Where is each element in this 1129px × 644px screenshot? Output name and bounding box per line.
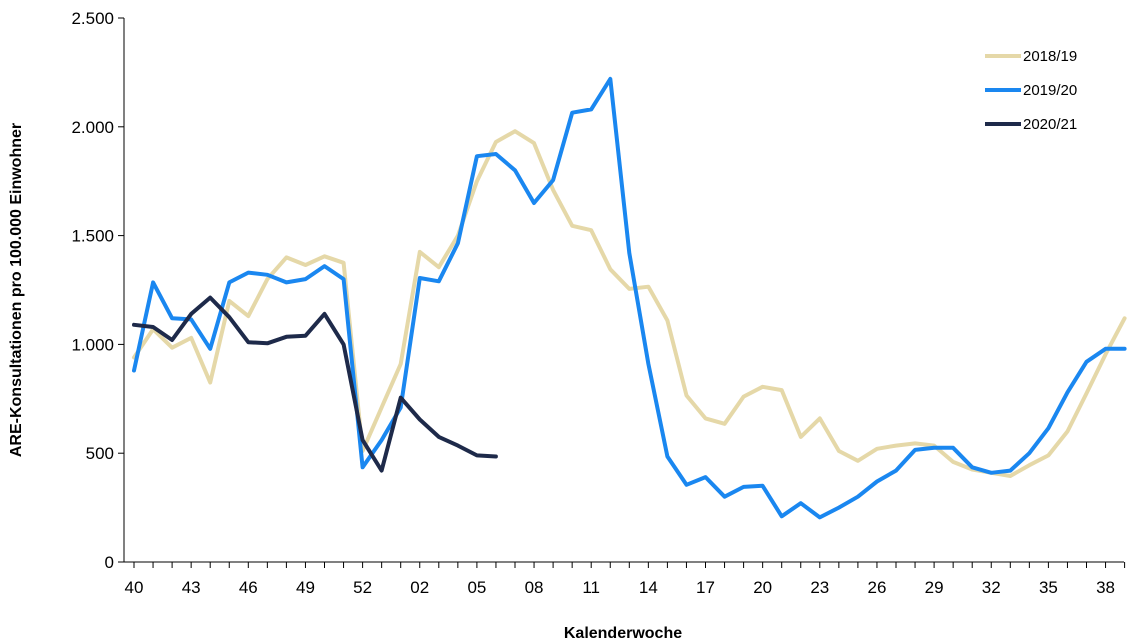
x-tick-label: 46 (239, 578, 258, 597)
y-tick-label: 2.000 (71, 118, 114, 137)
y-tick-label: 1.500 (71, 227, 114, 246)
x-tick-label: 14 (639, 578, 658, 597)
x-tick-label: 32 (982, 578, 1001, 597)
x-tick-label: 02 (410, 578, 429, 597)
legend-label: 2020/21 (1023, 116, 1077, 133)
axes: 0 500 1.000 1.500 2.000 2.500 40 43 46 49 52 02 05 08… (71, 9, 1126, 597)
x-tick-label: 35 (1039, 578, 1058, 597)
x-tick-label: 11 (582, 578, 600, 597)
y-tick-label: 0 (105, 553, 114, 572)
x-tick-label: 43 (182, 578, 201, 597)
x-tick-label: 49 (296, 578, 315, 597)
series-line-2018-19 (132, 129, 1127, 478)
series-line-2019-20 (132, 76, 1127, 520)
series-layer (132, 76, 1127, 520)
y-tick-label: 2.500 (71, 9, 114, 28)
x-tick-label: 23 (810, 578, 829, 597)
y-tick-label: 1.000 (71, 335, 114, 354)
x-tick-label: 40 (125, 578, 144, 597)
legend-label: 2019/20 (1023, 82, 1077, 99)
x-tick-label: 08 (525, 578, 544, 597)
x-tick-label: 29 (925, 578, 944, 597)
x-tick-label: 38 (1096, 578, 1115, 597)
x-tick-label: 26 (867, 578, 886, 597)
legend-label: 2018/19 (1023, 48, 1077, 65)
x-tick-label: 52 (353, 578, 372, 597)
y-tick-label: 500 (86, 444, 114, 463)
x-tick-label: 05 (467, 578, 486, 597)
legend: 2018/19 2019/20 2020/21 (985, 48, 1077, 133)
x-axis-title: Kalenderwoche (564, 625, 682, 642)
series-line-2020-21 (132, 295, 498, 473)
x-tick-label: 20 (753, 578, 772, 597)
y-axis-title: ARE-Konsultationen pro 100.000 Einwohner (8, 123, 25, 457)
x-tick-label: 17 (696, 578, 715, 597)
